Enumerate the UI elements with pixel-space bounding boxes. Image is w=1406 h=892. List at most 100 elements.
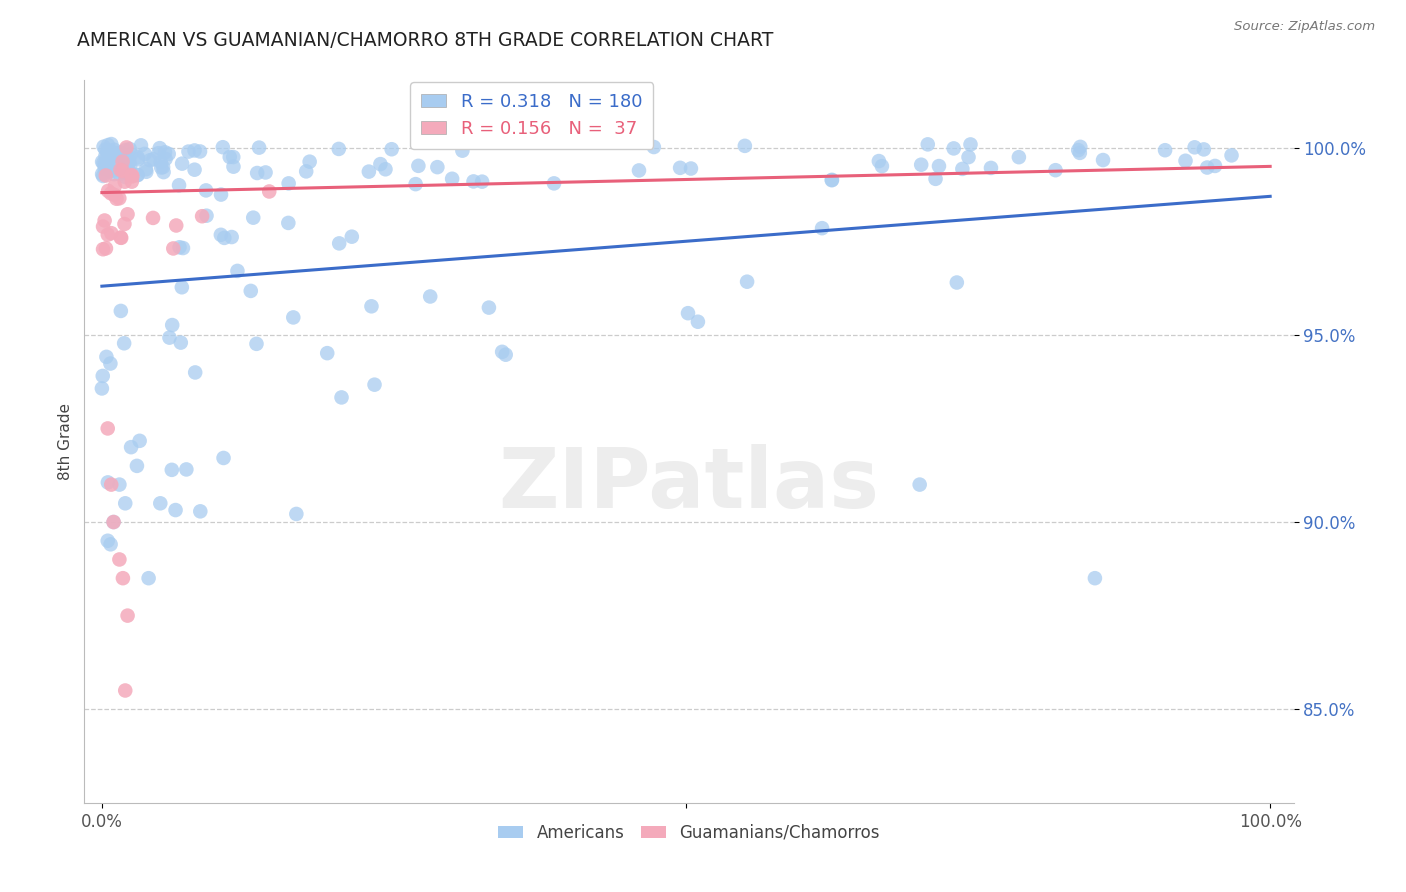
Point [97,138,120,153]
Point [245,336,267,351]
Point [167,178,190,193]
Point [110,304,132,318]
Point [118,142,141,156]
Point [218,150,240,164]
Point [91,219,114,234]
Point [908,477,931,491]
Point [112,166,135,180]
Point [298,154,321,169]
Point [125,458,148,473]
Point [135,165,157,179]
Point [114,175,136,189]
Point [160,318,183,332]
Point [980,161,1002,175]
Point [110,230,132,244]
Point [155,152,177,166]
Point [170,335,193,350]
Point [188,145,211,159]
Point [172,156,194,170]
Point [91,242,114,256]
Point [426,160,449,174]
Point [128,434,150,448]
Point [821,173,844,187]
Point [107,146,129,161]
Point [117,162,139,177]
Point [162,242,184,256]
Point [139,153,162,168]
Point [120,147,142,161]
Point [111,571,134,585]
Point [127,150,149,164]
Point [363,377,385,392]
Point [686,315,709,329]
Point [184,366,207,380]
Point [295,164,318,178]
Point [212,450,235,465]
Point [176,462,198,476]
Point [94,157,117,171]
Point [1069,140,1091,154]
Point [811,221,834,235]
Point [111,154,134,169]
Point [108,552,131,566]
Point [117,160,139,174]
Point [408,159,430,173]
Point [254,165,277,179]
Point [150,161,173,175]
Point [91,169,114,183]
Point [1045,163,1067,178]
Point [117,608,139,623]
Point [135,162,157,177]
Point [94,241,117,255]
Point [195,209,218,223]
Point [1084,571,1107,585]
Point [100,357,122,371]
Point [283,310,305,325]
Point [160,463,183,477]
Text: Source: ZipAtlas.com: Source: ZipAtlas.com [1234,20,1375,33]
Point [959,137,981,152]
Point [917,137,939,152]
Point [94,149,117,163]
Point [93,156,115,170]
Point [91,167,114,181]
Text: AMERICAN VS GUAMANIAN/CHAMORRO 8TH GRADE CORRELATION CHART: AMERICAN VS GUAMANIAN/CHAMORRO 8TH GRADE… [77,31,773,50]
Point [328,236,350,251]
Point [328,142,350,156]
Point [96,145,118,159]
Point [177,145,200,159]
Point [669,161,692,175]
Point [1192,142,1215,156]
Point [441,171,464,186]
Point [110,231,132,245]
Point [114,143,136,157]
Point [101,164,124,178]
Point [142,211,165,225]
Point [330,391,353,405]
Point [360,299,382,313]
Point [157,147,180,161]
Point [495,348,517,362]
Point [946,276,969,290]
Point [103,515,125,529]
Point [381,142,404,156]
Point [1184,140,1206,154]
Point [1092,153,1115,167]
Point [114,153,136,167]
Point [97,184,120,198]
Point [101,150,124,164]
Point [679,161,702,176]
Point [127,168,149,182]
Point [277,216,299,230]
Point [91,368,114,383]
Point [627,163,650,178]
Point [100,162,122,177]
Point [188,504,211,518]
Point [91,154,114,169]
Point [957,150,980,164]
Point [183,144,205,158]
Point [1069,145,1091,160]
Point [222,150,245,164]
Point [734,139,756,153]
Point [134,147,156,161]
